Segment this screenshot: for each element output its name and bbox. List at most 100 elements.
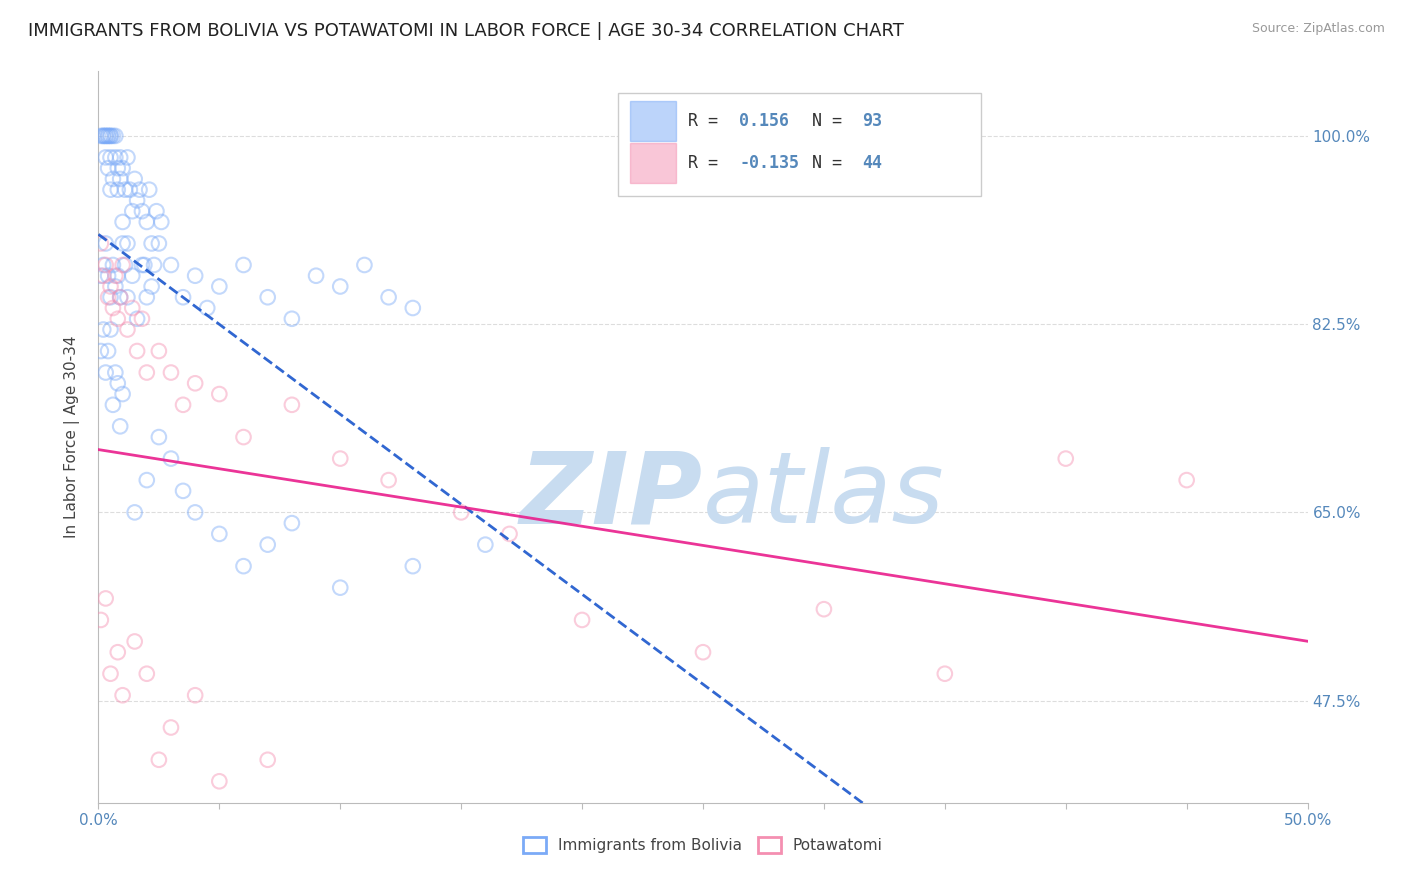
Point bbox=[97, 344, 120, 359]
Point bbox=[1175, 473, 1198, 487]
Point bbox=[101, 128, 124, 143]
Point bbox=[117, 290, 139, 304]
Point bbox=[208, 527, 231, 541]
Text: N =: N = bbox=[811, 153, 852, 172]
Point bbox=[100, 128, 122, 143]
Point bbox=[94, 128, 117, 143]
Point bbox=[128, 183, 150, 197]
Point bbox=[160, 366, 183, 380]
Point bbox=[104, 279, 127, 293]
Point bbox=[145, 204, 167, 219]
Point bbox=[329, 581, 352, 595]
Point bbox=[94, 591, 117, 606]
Text: Source: ZipAtlas.com: Source: ZipAtlas.com bbox=[1251, 22, 1385, 36]
Point bbox=[143, 258, 166, 272]
Point bbox=[127, 344, 149, 359]
Point bbox=[148, 344, 170, 359]
Point bbox=[107, 161, 129, 176]
Point bbox=[90, 344, 112, 359]
Point bbox=[208, 387, 231, 401]
Point bbox=[256, 290, 278, 304]
Point bbox=[232, 258, 254, 272]
Point bbox=[281, 311, 304, 326]
Point bbox=[121, 301, 143, 315]
Text: R =: R = bbox=[689, 153, 728, 172]
Point bbox=[101, 172, 124, 186]
Point bbox=[1054, 451, 1077, 466]
Point bbox=[100, 150, 122, 164]
Point bbox=[90, 128, 112, 143]
Text: -0.135: -0.135 bbox=[740, 153, 799, 172]
Point bbox=[90, 613, 112, 627]
Point bbox=[117, 150, 139, 164]
Point bbox=[305, 268, 328, 283]
Point bbox=[474, 538, 496, 552]
Point bbox=[107, 183, 129, 197]
Point bbox=[127, 194, 149, 208]
Point bbox=[91, 128, 114, 143]
Point bbox=[104, 366, 127, 380]
Point bbox=[91, 268, 114, 283]
Point bbox=[184, 688, 207, 702]
Point bbox=[208, 774, 231, 789]
Point bbox=[172, 398, 194, 412]
Point bbox=[94, 366, 117, 380]
Point bbox=[131, 258, 153, 272]
Text: N =: N = bbox=[811, 112, 852, 130]
Point bbox=[121, 204, 143, 219]
Point bbox=[141, 279, 163, 293]
Text: atlas: atlas bbox=[703, 447, 945, 544]
Point bbox=[97, 161, 120, 176]
Point bbox=[100, 128, 122, 143]
Point bbox=[91, 128, 114, 143]
Point bbox=[107, 268, 129, 283]
Point bbox=[813, 602, 835, 616]
Point bbox=[450, 505, 472, 519]
FancyBboxPatch shape bbox=[619, 94, 981, 195]
Point bbox=[141, 236, 163, 251]
Point bbox=[108, 419, 131, 434]
FancyBboxPatch shape bbox=[630, 143, 676, 183]
Point bbox=[281, 516, 304, 530]
Point bbox=[148, 236, 170, 251]
Text: 44: 44 bbox=[863, 153, 883, 172]
Point bbox=[692, 645, 714, 659]
Point bbox=[135, 366, 157, 380]
Point bbox=[91, 322, 114, 336]
Point bbox=[114, 258, 136, 272]
Point bbox=[329, 451, 352, 466]
Point bbox=[135, 215, 157, 229]
Point bbox=[117, 322, 139, 336]
Point bbox=[138, 183, 160, 197]
Point bbox=[114, 183, 136, 197]
Point bbox=[208, 279, 231, 293]
Point bbox=[148, 430, 170, 444]
Point bbox=[172, 290, 194, 304]
Point bbox=[117, 236, 139, 251]
Point bbox=[160, 721, 183, 735]
Point bbox=[100, 290, 122, 304]
Point bbox=[184, 268, 207, 283]
Point bbox=[100, 183, 122, 197]
Point bbox=[107, 311, 129, 326]
Y-axis label: In Labor Force | Age 30-34: In Labor Force | Age 30-34 bbox=[63, 335, 80, 539]
Point bbox=[101, 301, 124, 315]
Point bbox=[104, 128, 127, 143]
Point bbox=[329, 279, 352, 293]
Point bbox=[353, 258, 375, 272]
Point bbox=[108, 150, 131, 164]
Point bbox=[131, 204, 153, 219]
Point bbox=[91, 258, 114, 272]
Point bbox=[124, 634, 146, 648]
FancyBboxPatch shape bbox=[630, 101, 676, 141]
Point bbox=[150, 215, 173, 229]
Text: R =: R = bbox=[689, 112, 728, 130]
Point bbox=[90, 236, 112, 251]
Point bbox=[107, 376, 129, 391]
Point bbox=[108, 290, 131, 304]
Point bbox=[498, 527, 520, 541]
Text: 0.156: 0.156 bbox=[740, 112, 789, 130]
Point bbox=[111, 387, 134, 401]
Point bbox=[90, 268, 112, 283]
Point bbox=[232, 559, 254, 574]
